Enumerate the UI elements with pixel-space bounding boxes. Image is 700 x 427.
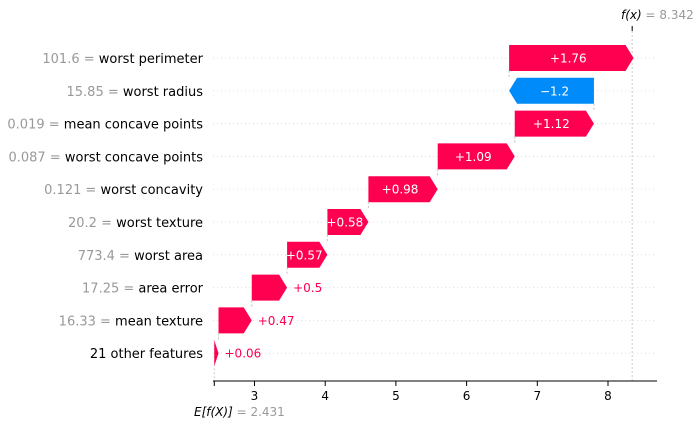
x-tick-label: 8 <box>604 389 612 403</box>
bar-value-label: +0.98 <box>382 183 419 197</box>
bar-value-label: +0.5 <box>293 281 322 295</box>
bar-mean-concave-points <box>514 110 594 137</box>
bar-value-label: +0.57 <box>286 248 323 262</box>
bar-21-other-features <box>214 340 219 367</box>
bar-value-label: +1.09 <box>455 150 492 164</box>
feature-label: 0.019 = mean concave points <box>7 118 203 133</box>
base-value-label: E[f(X)] = 2.431 <box>194 405 285 419</box>
output-value-label: f(x) = 8.342 <box>621 8 694 22</box>
feature-label: 16.33 = mean texture <box>59 314 203 329</box>
bar-worst-texture <box>327 209 369 235</box>
feature-label: 773.4 = worst area <box>78 249 203 264</box>
feature-label: 20.2 = worst texture <box>68 216 203 231</box>
bar-value-label: +1.12 <box>533 117 570 131</box>
bar-value-label: +0.06 <box>225 347 262 361</box>
bar-worst-concave-points <box>437 143 515 170</box>
x-tick-label: 4 <box>321 389 329 403</box>
bar-worst-area <box>287 241 328 268</box>
feature-label: 15.85 = worst radius <box>67 85 204 100</box>
feature-label: 21 other features <box>90 347 203 362</box>
bar-value-label: +0.58 <box>327 216 364 230</box>
bar-value-label: −1.2 <box>540 84 569 98</box>
feature-label: 0.087 = worst concave points <box>8 150 203 165</box>
x-tick-label: 6 <box>463 389 471 403</box>
bar-value-label: +1.76 <box>550 52 587 66</box>
bar-worst-concavity <box>368 176 438 203</box>
bar-area-error <box>251 274 288 301</box>
bar-mean-texture <box>218 307 252 334</box>
x-tick-label: 5 <box>392 389 400 403</box>
x-tick-label: 7 <box>533 389 541 403</box>
bar-worst-perimeter <box>509 45 634 71</box>
bar-value-label: +0.47 <box>258 314 295 328</box>
feature-label: 17.25 = area error <box>82 282 204 297</box>
bar-worst-radius <box>509 77 594 104</box>
x-tick-label: 3 <box>251 389 259 403</box>
feature-label: 0.121 = worst concavity <box>44 183 203 198</box>
feature-label: 101.6 = worst perimeter <box>42 52 203 67</box>
